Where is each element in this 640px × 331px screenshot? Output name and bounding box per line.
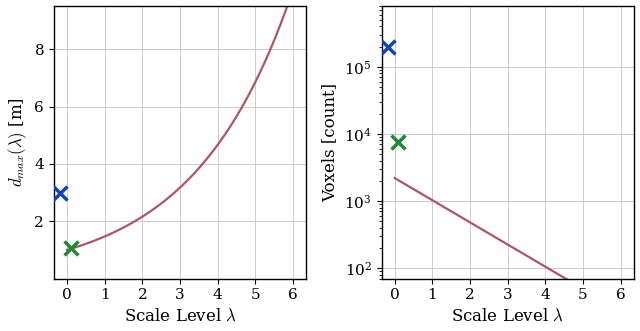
X-axis label: Scale Level $\lambda$: Scale Level $\lambda$ bbox=[124, 308, 237, 325]
Y-axis label: Voxels [count]: Voxels [count] bbox=[321, 83, 339, 202]
X-axis label: Scale Level $\lambda$: Scale Level $\lambda$ bbox=[451, 308, 564, 325]
Y-axis label: $d_{max}(\lambda)$ [m]: $d_{max}(\lambda)$ [m] bbox=[6, 97, 29, 187]
